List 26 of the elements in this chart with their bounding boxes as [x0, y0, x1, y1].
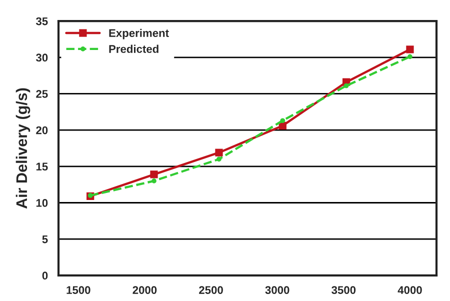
point — [408, 54, 412, 60]
y-tick-label: 20 — [36, 126, 48, 134]
y-tick-label: 10 — [36, 199, 48, 207]
point — [215, 148, 223, 156]
y-tick-label: 0 — [42, 272, 48, 280]
y-tick-label: 15 — [36, 162, 48, 171]
y-axis-title: Air Delivery (g/s) — [16, 88, 30, 209]
y-tick-label: 35 — [36, 17, 48, 26]
legend-label: Predicted — [109, 44, 158, 53]
x-tick-label: 3500 — [332, 286, 356, 294]
point — [88, 193, 93, 198]
x-tick-label: 1500 — [66, 286, 90, 294]
point — [406, 46, 414, 54]
point — [280, 118, 286, 124]
point — [150, 170, 158, 178]
x-tick-label: 3000 — [265, 286, 290, 294]
x-tick-label: 2000 — [132, 286, 157, 294]
y-tick-label: 25 — [36, 90, 48, 98]
point — [152, 178, 156, 184]
legend-label: Experiment — [109, 28, 169, 40]
point — [344, 83, 349, 88]
y-tick-label: 30 — [36, 54, 48, 62]
x-tick-label: 4000 — [398, 286, 422, 294]
point — [216, 156, 222, 162]
y-tick-label: 5 — [42, 235, 48, 244]
x-tick-label: 2500 — [199, 286, 223, 294]
